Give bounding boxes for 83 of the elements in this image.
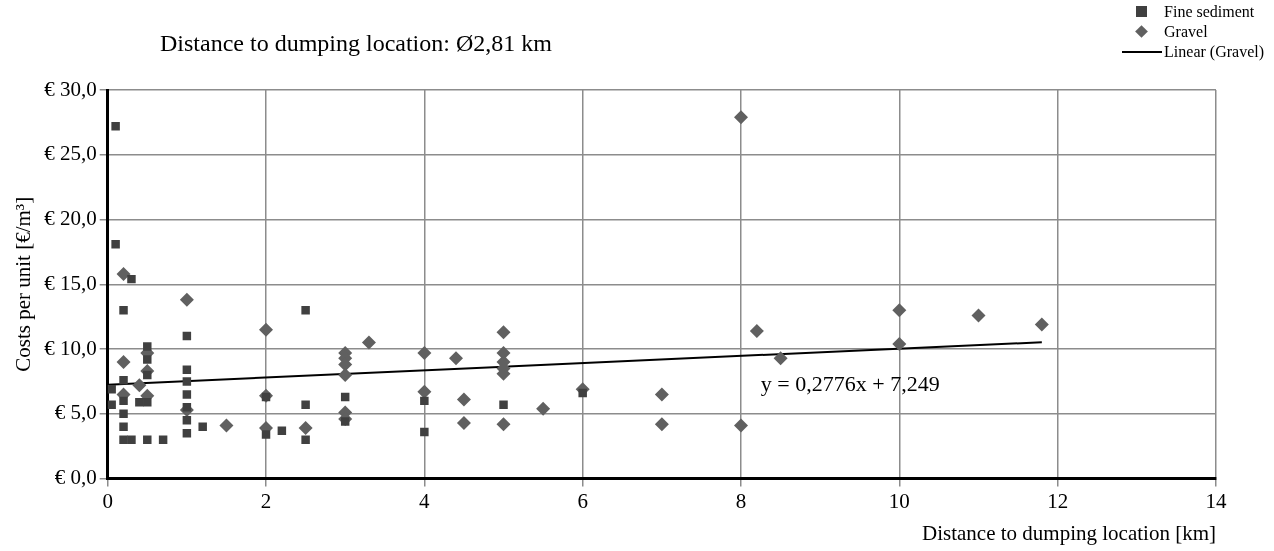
- point: [182, 429, 192, 438]
- x-tick-label: 8: [735, 488, 747, 513]
- point: [298, 421, 313, 436]
- point: [654, 417, 669, 432]
- point: [578, 388, 587, 398]
- point: [259, 322, 274, 337]
- point: [143, 342, 152, 351]
- x-tick-label: 14: [1205, 488, 1227, 513]
- x-tick-label: 0: [102, 488, 113, 513]
- point: [119, 409, 128, 419]
- point: [536, 401, 551, 416]
- point: [417, 345, 432, 360]
- y-tick-label: € 0,0: [54, 465, 97, 490]
- point: [143, 397, 152, 407]
- point: [420, 427, 429, 437]
- point: [456, 415, 471, 430]
- y-tick-label: € 10,0: [44, 335, 97, 360]
- y-tick-label: € 30,0: [44, 76, 97, 101]
- point: [892, 336, 907, 351]
- point: [182, 390, 192, 399]
- point: [340, 417, 350, 426]
- point: [116, 266, 131, 281]
- legend-label: Gravel: [1164, 23, 1208, 41]
- point: [301, 400, 310, 410]
- legend-label: Fine sediment: [1164, 3, 1255, 21]
- point: [417, 384, 432, 399]
- point: [182, 377, 192, 386]
- point: [654, 387, 669, 402]
- x-tick-label: 6: [577, 488, 588, 513]
- point: [773, 351, 788, 366]
- point: [111, 239, 120, 249]
- point: [127, 435, 136, 444]
- point: [179, 292, 194, 307]
- point: [119, 422, 128, 432]
- point: [496, 325, 511, 340]
- point: [107, 384, 116, 394]
- point: [107, 400, 116, 410]
- point: [143, 435, 152, 444]
- point: [1034, 317, 1049, 332]
- legend-label: Linear (Gravel): [1164, 43, 1264, 61]
- x-tick-label: 10: [888, 488, 910, 513]
- point: [261, 430, 271, 439]
- x-axis-title: Distance to dumping location [km]: [922, 520, 1216, 545]
- point: [116, 355, 131, 370]
- y-tick-label: € 15,0: [44, 270, 97, 295]
- point: [971, 308, 986, 323]
- point: [158, 435, 168, 444]
- point: [119, 396, 128, 406]
- y-tick-label: € 25,0: [44, 141, 97, 166]
- point: [734, 418, 749, 433]
- point: [219, 418, 234, 433]
- point: [301, 435, 310, 444]
- point: [119, 435, 128, 444]
- point: [182, 416, 192, 425]
- y-axis-title: Costs per unit [€/m³]: [11, 196, 36, 372]
- point: [182, 403, 192, 412]
- point: [301, 305, 310, 315]
- point: [127, 274, 136, 284]
- point: [496, 417, 511, 432]
- point: [119, 375, 128, 385]
- x-tick-label: 12: [1047, 488, 1069, 513]
- point: [734, 110, 749, 125]
- annotation: y = 0,2776x + 7,249: [760, 371, 940, 397]
- point: [456, 392, 471, 407]
- x-tick-label: 2: [260, 488, 272, 513]
- point: [119, 305, 128, 315]
- point: [749, 323, 764, 338]
- point: [111, 122, 120, 131]
- point: [499, 400, 508, 410]
- point: [198, 422, 207, 432]
- point: [132, 378, 147, 393]
- point: [449, 351, 464, 366]
- point: [892, 303, 907, 318]
- y-tick-label: € 20,0: [44, 206, 97, 231]
- chart-title: Distance to dumping location: Ø2,81 km: [160, 30, 552, 57]
- point: [338, 367, 353, 382]
- point: [361, 335, 376, 350]
- point: [420, 396, 429, 406]
- y-tick-label: € 5,0: [54, 400, 97, 425]
- point: [143, 355, 152, 364]
- x-tick-label: 4: [419, 488, 431, 513]
- point: [277, 426, 287, 435]
- point: [143, 370, 152, 380]
